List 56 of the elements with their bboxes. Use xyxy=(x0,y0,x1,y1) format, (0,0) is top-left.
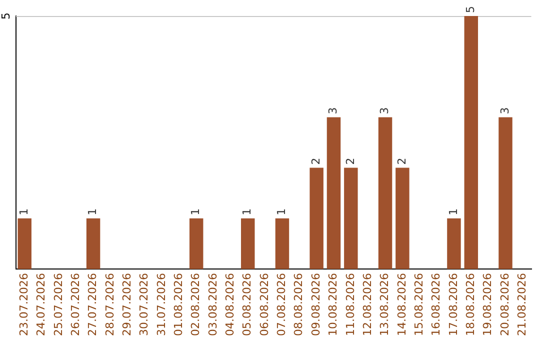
data-label: 1 xyxy=(446,208,460,216)
bar xyxy=(447,218,461,270)
bar xyxy=(18,218,32,270)
x-tick-label: 09.08.2026 xyxy=(309,273,322,336)
data-label: 1 xyxy=(86,208,100,216)
bar xyxy=(344,168,358,270)
x-tick-label: 19.08.2026 xyxy=(481,273,494,336)
x-tick-label: 23.07.2026 xyxy=(17,273,30,336)
x-tick-label: 05.08.2026 xyxy=(240,273,254,336)
bar xyxy=(189,218,204,270)
x-tick-label: 21.08.2026 xyxy=(516,273,529,336)
data-label: 3 xyxy=(326,107,340,114)
bar xyxy=(310,168,324,270)
x-tick-label: 24.07.2026 xyxy=(34,273,48,336)
x-tick-label: 08.08.2026 xyxy=(292,273,306,336)
x-tick-label: 17.08.2026 xyxy=(446,273,460,336)
x-tick-label: 12.08.2026 xyxy=(360,273,374,336)
x-tick-label: 15.08.2026 xyxy=(412,273,426,336)
x-tick-label: 31.07.2026 xyxy=(154,273,168,336)
x-tick-label: 27.07.2026 xyxy=(86,273,100,336)
bar xyxy=(86,218,100,270)
data-label: 1 xyxy=(17,208,30,216)
x-tick-label: 18.08.2026 xyxy=(464,273,477,336)
x-tick-label: 29.07.2026 xyxy=(120,273,134,336)
x-tick-label: 25.07.2026 xyxy=(52,273,65,336)
bar xyxy=(240,218,255,270)
x-tick-label: 07.08.2026 xyxy=(275,273,288,336)
data-label: 2 xyxy=(309,158,322,165)
x-tick-label: 04.08.2026 xyxy=(224,273,237,336)
bar xyxy=(275,218,290,270)
bar xyxy=(498,117,512,270)
data-label: 1 xyxy=(240,208,254,216)
x-tick-label: 26.07.2026 xyxy=(68,273,82,336)
bar xyxy=(464,16,478,270)
data-label: 2 xyxy=(395,158,408,165)
x-tick-label: 28.07.2026 xyxy=(103,273,116,336)
bar xyxy=(326,117,341,270)
x-tick-label: 14.08.2026 xyxy=(395,273,408,336)
x-tick-label: 01.08.2026 xyxy=(172,273,186,336)
data-label: 2 xyxy=(344,158,357,165)
data-label: 3 xyxy=(378,107,392,114)
bar xyxy=(396,168,410,270)
data-label: 5 xyxy=(464,6,477,13)
data-label: 3 xyxy=(498,107,512,114)
data-label: 1 xyxy=(189,208,202,216)
bar xyxy=(378,117,392,270)
x-tick-label: 16.08.2026 xyxy=(430,273,443,336)
x-tick-label: 20.08.2026 xyxy=(498,273,512,336)
data-label: 1 xyxy=(275,208,288,216)
x-tick-label: 10.08.2026 xyxy=(326,273,340,336)
x-tick-label: 03.08.2026 xyxy=(206,273,220,336)
x-tick-label: 11.08.2026 xyxy=(344,273,357,336)
x-tick-label: 13.08.2026 xyxy=(378,273,392,336)
x-tick-label: 30.07.2026 xyxy=(138,273,151,336)
x-tick-label: 06.08.2026 xyxy=(258,273,271,336)
x-tick-label: 02.08.2026 xyxy=(189,273,202,336)
